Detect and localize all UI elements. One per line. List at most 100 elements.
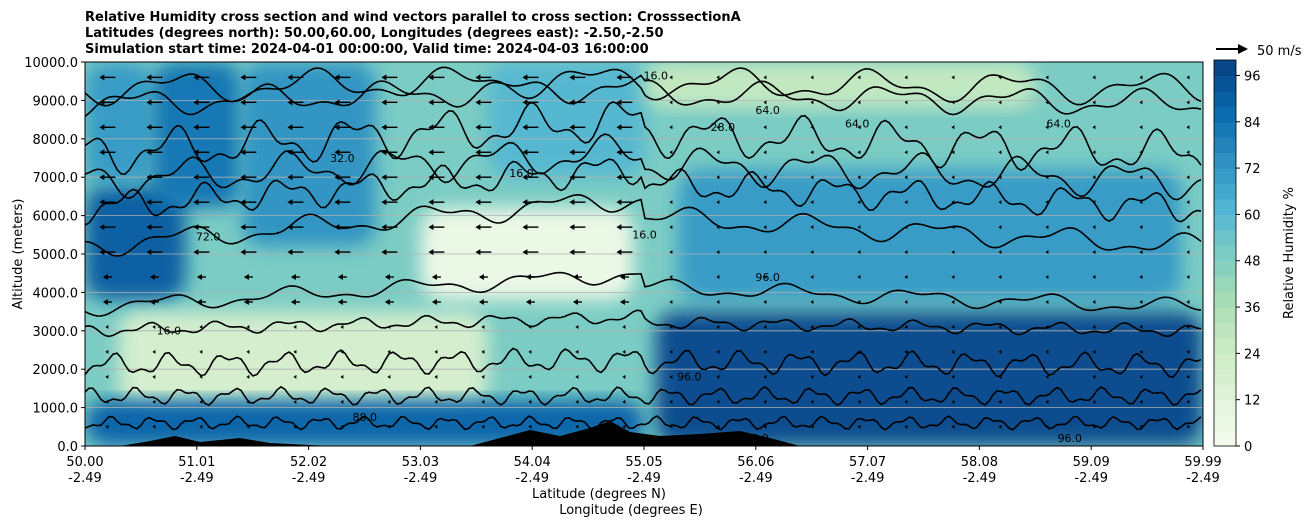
wind-vector: [340, 424, 344, 429]
wind-vector: [1186, 225, 1190, 230]
wind-vector: [1045, 424, 1049, 429]
wind-vector: [716, 75, 720, 80]
wind-vector: [998, 374, 1002, 379]
wind-vector: [1186, 374, 1190, 379]
x-tick-label-lon: -2.49: [627, 471, 661, 486]
wind-vector: [105, 349, 109, 354]
colorbar-tick-label: 36: [1244, 301, 1261, 316]
wind-vector-head: [616, 74, 622, 81]
wind-vector: [951, 175, 955, 180]
wind-vector: [763, 399, 767, 404]
wind-vector: [199, 349, 203, 354]
y-tick-label: 0.0: [57, 440, 78, 455]
x-tick-label-lon: -2.49: [739, 471, 773, 486]
wind-vector-head: [525, 299, 531, 305]
wind-vector-head: [102, 274, 108, 281]
wind-vector: [152, 324, 156, 329]
wind-vector: [622, 374, 626, 379]
wind-vector-head: [475, 124, 481, 131]
wind-vector: [1092, 200, 1096, 205]
wind-vector-head: [334, 124, 340, 131]
wind-vector: [199, 374, 203, 379]
wind-vector-head: [475, 99, 481, 106]
contour-label: 32.0: [330, 152, 355, 165]
wind-vector: [716, 374, 720, 379]
wind-vector-head: [146, 224, 152, 231]
wind-vector: [1045, 349, 1049, 354]
wind-vector: [105, 374, 109, 379]
wind-vector: [998, 275, 1002, 280]
wind-vector-head: [99, 249, 105, 256]
wind-vector-head: [334, 224, 340, 231]
wind-vector-head: [146, 174, 152, 181]
wind-vector: [810, 424, 814, 429]
wind-vector: [199, 424, 203, 429]
colorbar-tick-label: 96: [1244, 69, 1261, 84]
wind-vector: [622, 349, 626, 354]
wind-vector-head: [287, 224, 293, 231]
colorbar-swatch: [1214, 291, 1236, 308]
wind-vector: [951, 399, 955, 404]
wind-vector: [951, 150, 955, 155]
wind-vector: [669, 225, 673, 230]
contour-label: 16.0: [509, 167, 534, 180]
wind-vector: [857, 225, 861, 230]
colorbar-swatch: [1214, 415, 1236, 432]
wind-vector-head: [384, 299, 390, 305]
wind-vector: [669, 150, 673, 155]
colorbar-swatch: [1214, 260, 1236, 277]
contour-label: 16.0: [157, 325, 182, 338]
wind-vector-head: [99, 224, 105, 231]
wind-vector: [810, 200, 814, 205]
colorbar-swatch: [1214, 245, 1236, 262]
wind-vector: [904, 324, 908, 329]
x-tick-label-lat: 52.02: [290, 455, 327, 470]
x-tick-label-lat: 51.01: [178, 455, 215, 470]
wind-vector: [716, 100, 720, 105]
wind-vector: [716, 275, 720, 280]
wind-vector: [763, 150, 767, 155]
wind-vector: [857, 75, 861, 80]
wind-vector-head: [478, 299, 484, 305]
wind-vector: [810, 125, 814, 130]
wind-vector: [434, 324, 438, 329]
wind-vector: [810, 275, 814, 280]
wind-vector-head: [569, 174, 575, 181]
contour-line: [85, 271, 1202, 317]
wind-vector-head: [193, 124, 199, 131]
wind-vector: [1045, 324, 1049, 329]
wind-vector-head: [569, 224, 575, 231]
wind-vector: [481, 399, 485, 404]
wind-vector: [857, 349, 861, 354]
wind-vector: [387, 399, 391, 404]
wind-vector-head: [572, 299, 578, 305]
wind-vector: [763, 225, 767, 230]
wind-vector-head: [337, 299, 343, 305]
wind-vector-head: [240, 249, 246, 256]
wind-vector-head: [616, 124, 622, 131]
wind-vector: [1045, 225, 1049, 230]
wind-vector: [763, 424, 767, 429]
colorbar-swatch: [1214, 183, 1236, 200]
wind-vector: [669, 100, 673, 105]
wind-vector-head: [196, 299, 202, 305]
contour-labels: 16.0 64.0 64.0 64.0 28.0 72.0 32.0 16.0 16.0 16.0…: [157, 69, 1082, 445]
wind-vector: [434, 424, 438, 429]
wind-vector-head: [616, 149, 622, 156]
wind-vector: [810, 150, 814, 155]
wind-vector-head: [522, 124, 528, 131]
wind-vector-head: [193, 74, 199, 81]
wind-vector-head: [99, 174, 105, 181]
wind-vector: [669, 175, 673, 180]
wind-vector-head: [572, 274, 578, 281]
wind-vector-head: [99, 99, 105, 106]
wind-vector: [904, 150, 908, 155]
wind-vector-head: [522, 74, 528, 81]
contour-line: [85, 66, 1202, 107]
wind-vector-head: [428, 99, 434, 106]
wind-vector: [810, 349, 814, 354]
wind-vector-head: [522, 174, 528, 181]
wind-vector: [1139, 275, 1143, 280]
x-axis-label-lat: Latitude (degrees N): [532, 487, 666, 502]
wind-vector: [1186, 300, 1190, 304]
